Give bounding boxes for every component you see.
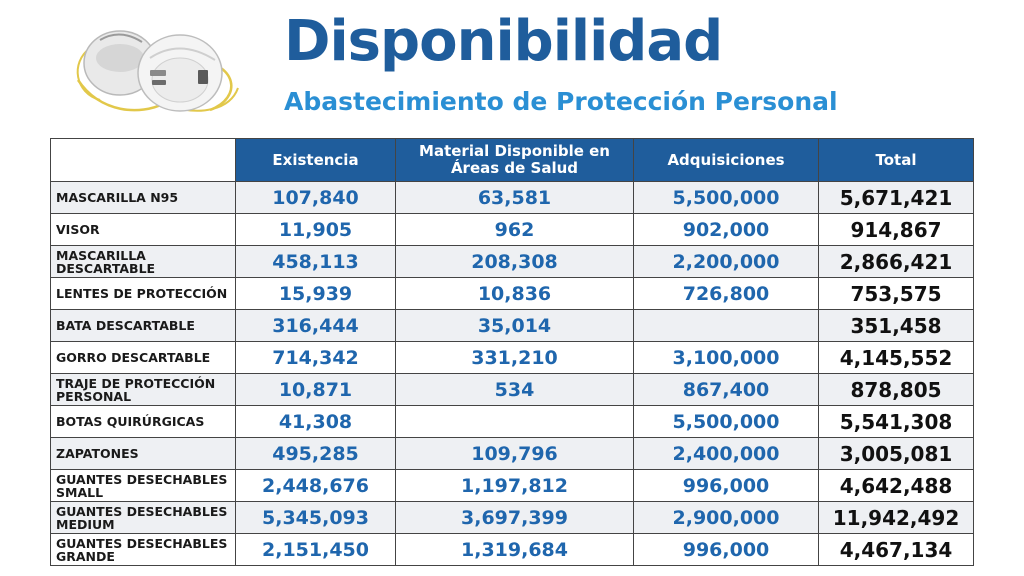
row-item-label: GUANTES DESECHABLES MEDIUM bbox=[50, 501, 236, 534]
row-item-label: TRAJE DE PROTECCIÓN PERSONAL bbox=[50, 373, 236, 406]
cell-total: 878,805 bbox=[818, 373, 974, 406]
ppe-supply-table: Existencia Material Disponible en Áreas … bbox=[50, 138, 974, 566]
cell-total: 753,575 bbox=[818, 277, 974, 310]
cell-disponible: 109,796 bbox=[395, 437, 634, 470]
cell-disponible: 10,836 bbox=[395, 277, 634, 310]
row-item-label: BATA DESCARTABLE bbox=[50, 309, 236, 342]
cell-disponible: 1,197,812 bbox=[395, 469, 634, 502]
column-header-adquisiciones: Adquisiciones bbox=[633, 138, 819, 182]
page-title: Disponibilidad bbox=[284, 9, 723, 74]
row-item-label: LENTES DE PROTECCIÓN bbox=[50, 277, 236, 310]
cell-disponible: 331,210 bbox=[395, 341, 634, 374]
cell-existencia: 5,345,093 bbox=[235, 501, 396, 534]
cell-total: 914,867 bbox=[818, 213, 974, 246]
table-row: GUANTES DESECHABLES MEDIUM 5,345,093 3,6… bbox=[50, 501, 974, 534]
cell-total: 4,145,552 bbox=[818, 341, 974, 374]
cell-disponible: 962 bbox=[395, 213, 634, 246]
table-header-row: Existencia Material Disponible en Áreas … bbox=[50, 138, 974, 182]
table-row: BOTAS QUIRÚRGICAS 41,308 5,500,000 5,541… bbox=[50, 405, 974, 438]
cell-adquisiciones: 2,200,000 bbox=[633, 245, 819, 278]
cell-total: 4,642,488 bbox=[818, 469, 974, 502]
cell-existencia: 495,285 bbox=[235, 437, 396, 470]
cell-disponible bbox=[395, 405, 634, 438]
cell-disponible: 1,319,684 bbox=[395, 533, 634, 566]
cell-adquisiciones: 5,500,000 bbox=[633, 181, 819, 214]
column-header-existencia: Existencia bbox=[235, 138, 396, 182]
cell-existencia: 107,840 bbox=[235, 181, 396, 214]
table-row: VISOR 11,905 962 902,000 914,867 bbox=[50, 213, 974, 246]
column-header-total: Total bbox=[818, 138, 974, 182]
cell-adquisiciones bbox=[633, 309, 819, 342]
cell-adquisiciones: 902,000 bbox=[633, 213, 819, 246]
cell-adquisiciones: 867,400 bbox=[633, 373, 819, 406]
row-item-label: GORRO DESCARTABLE bbox=[50, 341, 236, 374]
cell-existencia: 11,905 bbox=[235, 213, 396, 246]
cell-total: 5,541,308 bbox=[818, 405, 974, 438]
cell-total: 5,671,421 bbox=[818, 181, 974, 214]
n95-masks-image bbox=[70, 18, 245, 118]
cell-existencia: 458,113 bbox=[235, 245, 396, 278]
row-item-label: MASCARILLA N95 bbox=[50, 181, 236, 214]
table-row: ZAPATONES 495,285 109,796 2,400,000 3,00… bbox=[50, 437, 974, 470]
cell-total: 11,942,492 bbox=[818, 501, 974, 534]
row-item-label: VISOR bbox=[50, 213, 236, 246]
row-item-label: MASCARILLA DESCARTABLE bbox=[50, 245, 236, 278]
cell-existencia: 10,871 bbox=[235, 373, 396, 406]
cell-adquisiciones: 5,500,000 bbox=[633, 405, 819, 438]
row-item-label: GUANTES DESECHABLES GRANDE bbox=[50, 533, 236, 566]
cell-existencia: 2,151,450 bbox=[235, 533, 396, 566]
cell-adquisiciones: 3,100,000 bbox=[633, 341, 819, 374]
column-header-disponible: Material Disponible en Áreas de Salud bbox=[395, 138, 634, 182]
cell-disponible: 208,308 bbox=[395, 245, 634, 278]
table-row: MASCARILLA DESCARTABLE 458,113 208,308 2… bbox=[50, 245, 974, 278]
cell-disponible: 35,014 bbox=[395, 309, 634, 342]
cell-disponible: 534 bbox=[395, 373, 634, 406]
table-row: GORRO DESCARTABLE 714,342 331,210 3,100,… bbox=[50, 341, 974, 374]
cell-disponible: 3,697,399 bbox=[395, 501, 634, 534]
cell-existencia: 316,444 bbox=[235, 309, 396, 342]
cell-adquisiciones: 996,000 bbox=[633, 469, 819, 502]
cell-existencia: 41,308 bbox=[235, 405, 396, 438]
cell-total: 3,005,081 bbox=[818, 437, 974, 470]
cell-existencia: 714,342 bbox=[235, 341, 396, 374]
page-subtitle: Abastecimiento de Protección Personal bbox=[284, 87, 838, 116]
row-item-label: ZAPATONES bbox=[50, 437, 236, 470]
table-row: GUANTES DESECHABLES SMALL 2,448,676 1,19… bbox=[50, 469, 974, 502]
cell-total: 351,458 bbox=[818, 309, 974, 342]
row-item-label: GUANTES DESECHABLES SMALL bbox=[50, 469, 236, 502]
cell-adquisiciones: 2,400,000 bbox=[633, 437, 819, 470]
row-item-label: BOTAS QUIRÚRGICAS bbox=[50, 405, 236, 438]
cell-total: 2,866,421 bbox=[818, 245, 974, 278]
table-row: TRAJE DE PROTECCIÓN PERSONAL 10,871 534 … bbox=[50, 373, 974, 406]
cell-adquisiciones: 2,900,000 bbox=[633, 501, 819, 534]
cell-adquisiciones: 726,800 bbox=[633, 277, 819, 310]
cell-total: 4,467,134 bbox=[818, 533, 974, 566]
table-row: GUANTES DESECHABLES GRANDE 2,151,450 1,3… bbox=[50, 533, 974, 566]
cell-disponible: 63,581 bbox=[395, 181, 634, 214]
cell-existencia: 2,448,676 bbox=[235, 469, 396, 502]
cell-existencia: 15,939 bbox=[235, 277, 396, 310]
table-row: MASCARILLA N95 107,840 63,581 5,500,000 … bbox=[50, 181, 974, 214]
cell-adquisiciones: 996,000 bbox=[633, 533, 819, 566]
table-row: BATA DESCARTABLE 316,444 35,014 351,458 bbox=[50, 309, 974, 342]
column-header-item bbox=[50, 138, 236, 182]
table-row: LENTES DE PROTECCIÓN 15,939 10,836 726,8… bbox=[50, 277, 974, 310]
